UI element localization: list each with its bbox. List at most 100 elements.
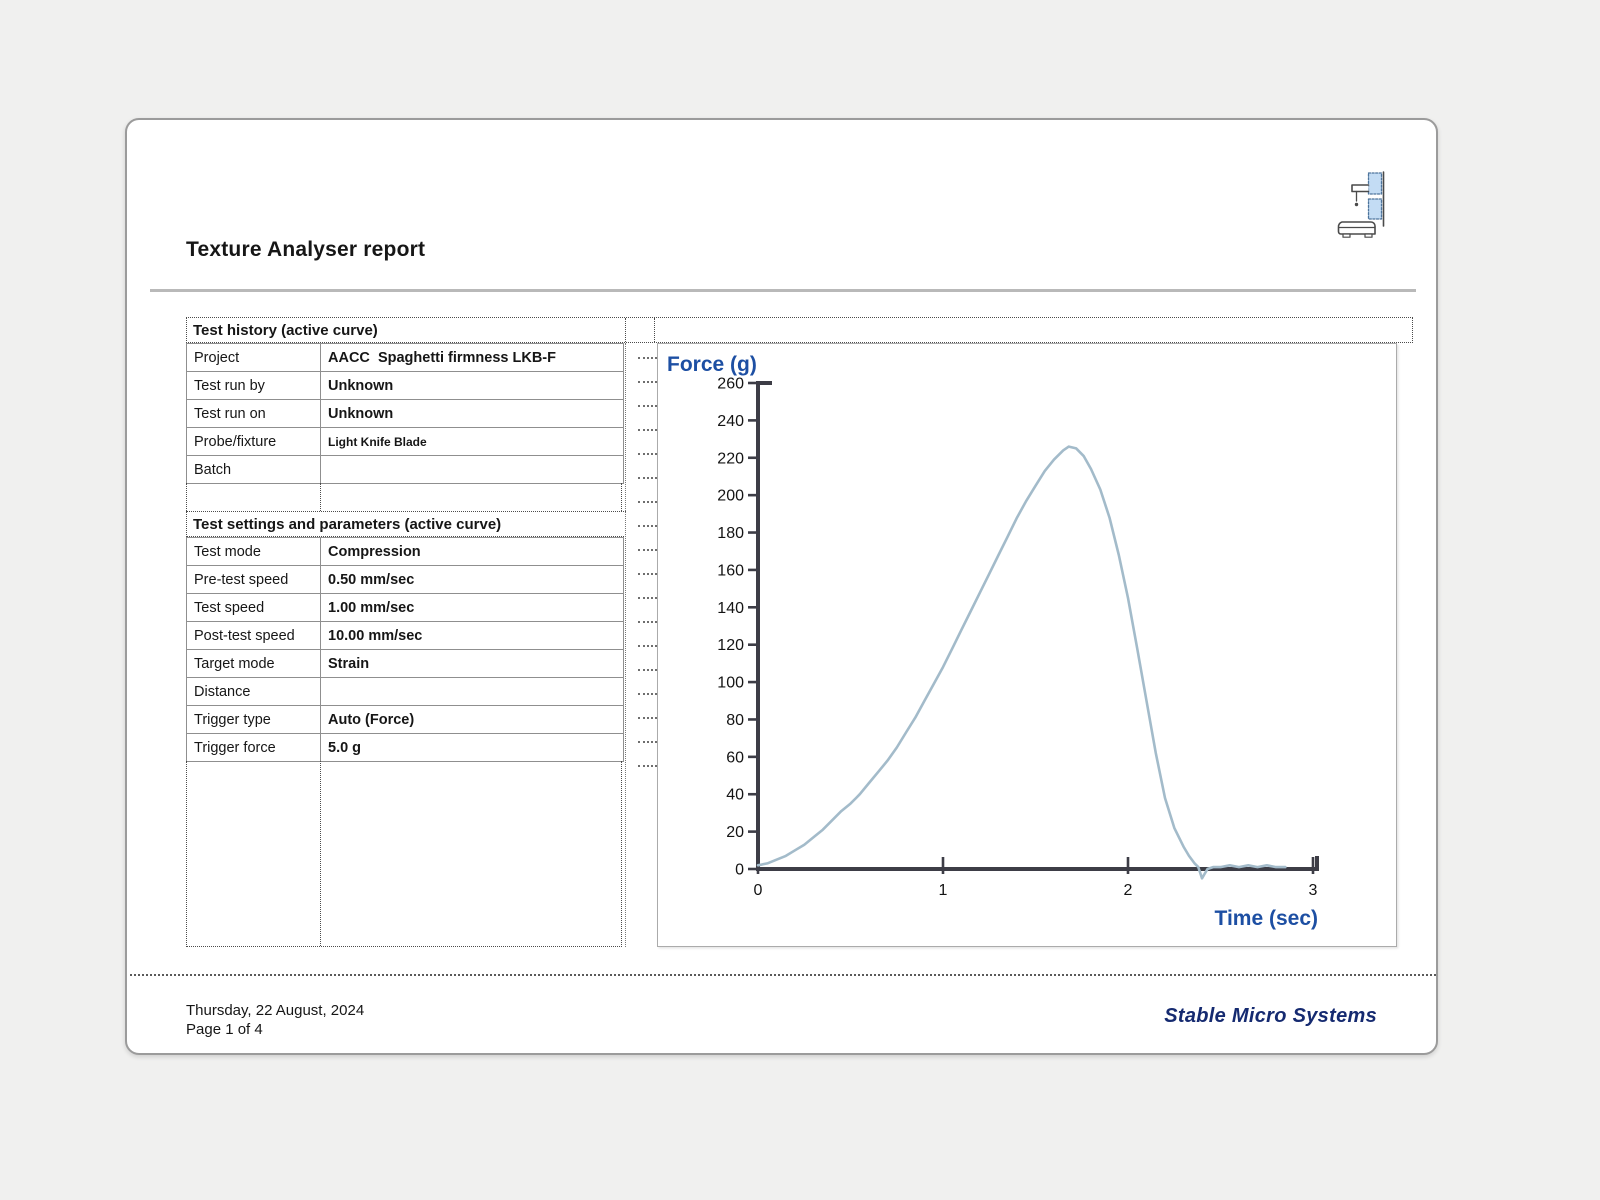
y-tick-label: 120	[717, 637, 744, 654]
chart-panel: 0 20 40 60 80 100 120 140 160 180 200 220 240 260 0 1 2 3…	[657, 343, 1397, 947]
settings-section-header: Test settings and parameters (active cur…	[186, 511, 626, 537]
settings-section-title: Test settings and parameters (active cur…	[193, 516, 502, 533]
row-label: Pre-test speed	[186, 565, 321, 594]
grid-separator	[654, 318, 655, 342]
grid-separator	[625, 318, 626, 342]
table-row: Test mode Compression	[186, 537, 624, 566]
x-tick-label: 3	[1309, 882, 1318, 899]
grid-dash	[638, 693, 657, 695]
y-tick-label: 60	[726, 749, 744, 766]
row-label: Test mode	[186, 537, 321, 566]
grid-dash	[638, 381, 657, 383]
table-row: Test speed 1.00 mm/sec	[186, 593, 624, 622]
row-label: Post-test speed	[186, 621, 321, 650]
y-tick-label: 0	[735, 862, 744, 879]
x-tick-label: 2	[1124, 882, 1133, 899]
report-page: Texture Analyser report Test history (ac…	[125, 118, 1438, 1055]
y-tick-label: 220	[717, 450, 744, 467]
y-tick-label: 20	[726, 824, 744, 841]
spacer-row	[186, 483, 622, 511]
title-divider	[150, 289, 1416, 292]
page-title: Texture Analyser report	[186, 238, 426, 261]
table-row: Project AACC Spaghetti firmness LKB-F	[186, 343, 624, 372]
table-row: Trigger type Auto (Force)	[186, 705, 624, 734]
grid-dash	[638, 669, 657, 671]
history-section-header: Test history (active curve)	[186, 317, 1413, 343]
grid-dash	[638, 405, 657, 407]
row-value: Light Knife Blade	[320, 427, 624, 456]
y-tick-label: 180	[717, 525, 744, 542]
table-row: Trigger force 5.0 g	[186, 733, 624, 762]
row-label: Trigger type	[186, 705, 321, 734]
row-label: Test run by	[186, 371, 321, 400]
grid-dash	[638, 549, 657, 551]
grid-dash	[638, 525, 657, 527]
grid-dash	[638, 621, 657, 623]
row-value	[320, 455, 624, 484]
grid-dash	[638, 429, 657, 431]
grid-dash	[638, 717, 657, 719]
table-row: Distance	[186, 677, 624, 706]
y-tick-label: 40	[726, 787, 744, 804]
footer-divider	[130, 974, 1436, 976]
table-row: Batch	[186, 455, 624, 484]
empty-grid-area	[186, 761, 622, 947]
x-tick-label: 1	[939, 882, 948, 899]
row-value: 5.0 g	[320, 733, 624, 762]
row-label: Batch	[186, 455, 321, 484]
force-curve	[756, 445, 1287, 880]
row-label: Test run on	[186, 399, 321, 428]
grid-separator	[320, 483, 321, 511]
grid-dash	[638, 645, 657, 647]
table-row: Test run on Unknown	[186, 399, 624, 428]
force-time-chart: 0 20 40 60 80 100 120 140 160 180 200 220 240 260 0 1 2 3…	[667, 353, 1319, 930]
y-tick-label: 200	[717, 488, 744, 505]
y-tick-label: 140	[717, 600, 744, 617]
row-label: Distance	[186, 677, 321, 706]
row-value: Compression	[320, 537, 624, 566]
grid-dash	[638, 765, 657, 767]
y-axis-title: Force (g)	[667, 353, 757, 376]
grid-gap-column	[625, 343, 657, 947]
row-label: Probe/fixture	[186, 427, 321, 456]
row-value: 10.00 mm/sec	[320, 621, 624, 650]
row-value: Unknown	[320, 399, 624, 428]
table-row: Post-test speed 10.00 mm/sec	[186, 621, 624, 650]
footer-page-number: Page 1 of 4	[186, 1021, 263, 1038]
row-label: Project	[186, 343, 321, 372]
grid-dash	[638, 741, 657, 743]
row-value: AACC Spaghetti firmness LKB-F	[320, 343, 624, 372]
row-value: Auto (Force)	[320, 705, 624, 734]
grid-dash	[638, 453, 657, 455]
table-row: Pre-test speed 0.50 mm/sec	[186, 565, 624, 594]
y-tick-label: 100	[717, 675, 744, 692]
x-tick-label: 0	[754, 882, 763, 899]
grid-dash	[638, 477, 657, 479]
history-section-title: Test history (active curve)	[193, 322, 378, 339]
row-value: Strain	[320, 649, 624, 678]
grid-dash	[638, 597, 657, 599]
row-value: 0.50 mm/sec	[320, 565, 624, 594]
brand-logo: Stable Micro Systems	[1164, 1005, 1377, 1027]
y-tick-label: 240	[717, 413, 744, 430]
row-value: Unknown	[320, 371, 624, 400]
grid-dash	[638, 501, 657, 503]
row-label: Trigger force	[186, 733, 321, 762]
table-row: Probe/fixture Light Knife Blade	[186, 427, 624, 456]
footer-date: Thursday, 22 August, 2024	[186, 1002, 365, 1019]
row-value	[320, 677, 624, 706]
grid-separator	[320, 761, 321, 946]
table-row: Target mode Strain	[186, 649, 624, 678]
grid-dash	[638, 573, 657, 575]
texture-analyser-icon	[1337, 171, 1385, 238]
row-value: 1.00 mm/sec	[320, 593, 624, 622]
history-table: Project AACC Spaghetti firmness LKB-F Test…	[186, 343, 624, 484]
y-tick-label: 80	[726, 712, 744, 729]
row-label: Target mode	[186, 649, 321, 678]
x-axis-title: Time (sec)	[1215, 907, 1319, 930]
table-row: Test run by Unknown	[186, 371, 624, 400]
row-label: Test speed	[186, 593, 321, 622]
y-tick-label: 160	[717, 562, 744, 579]
y-tick-label: 260	[717, 376, 744, 393]
